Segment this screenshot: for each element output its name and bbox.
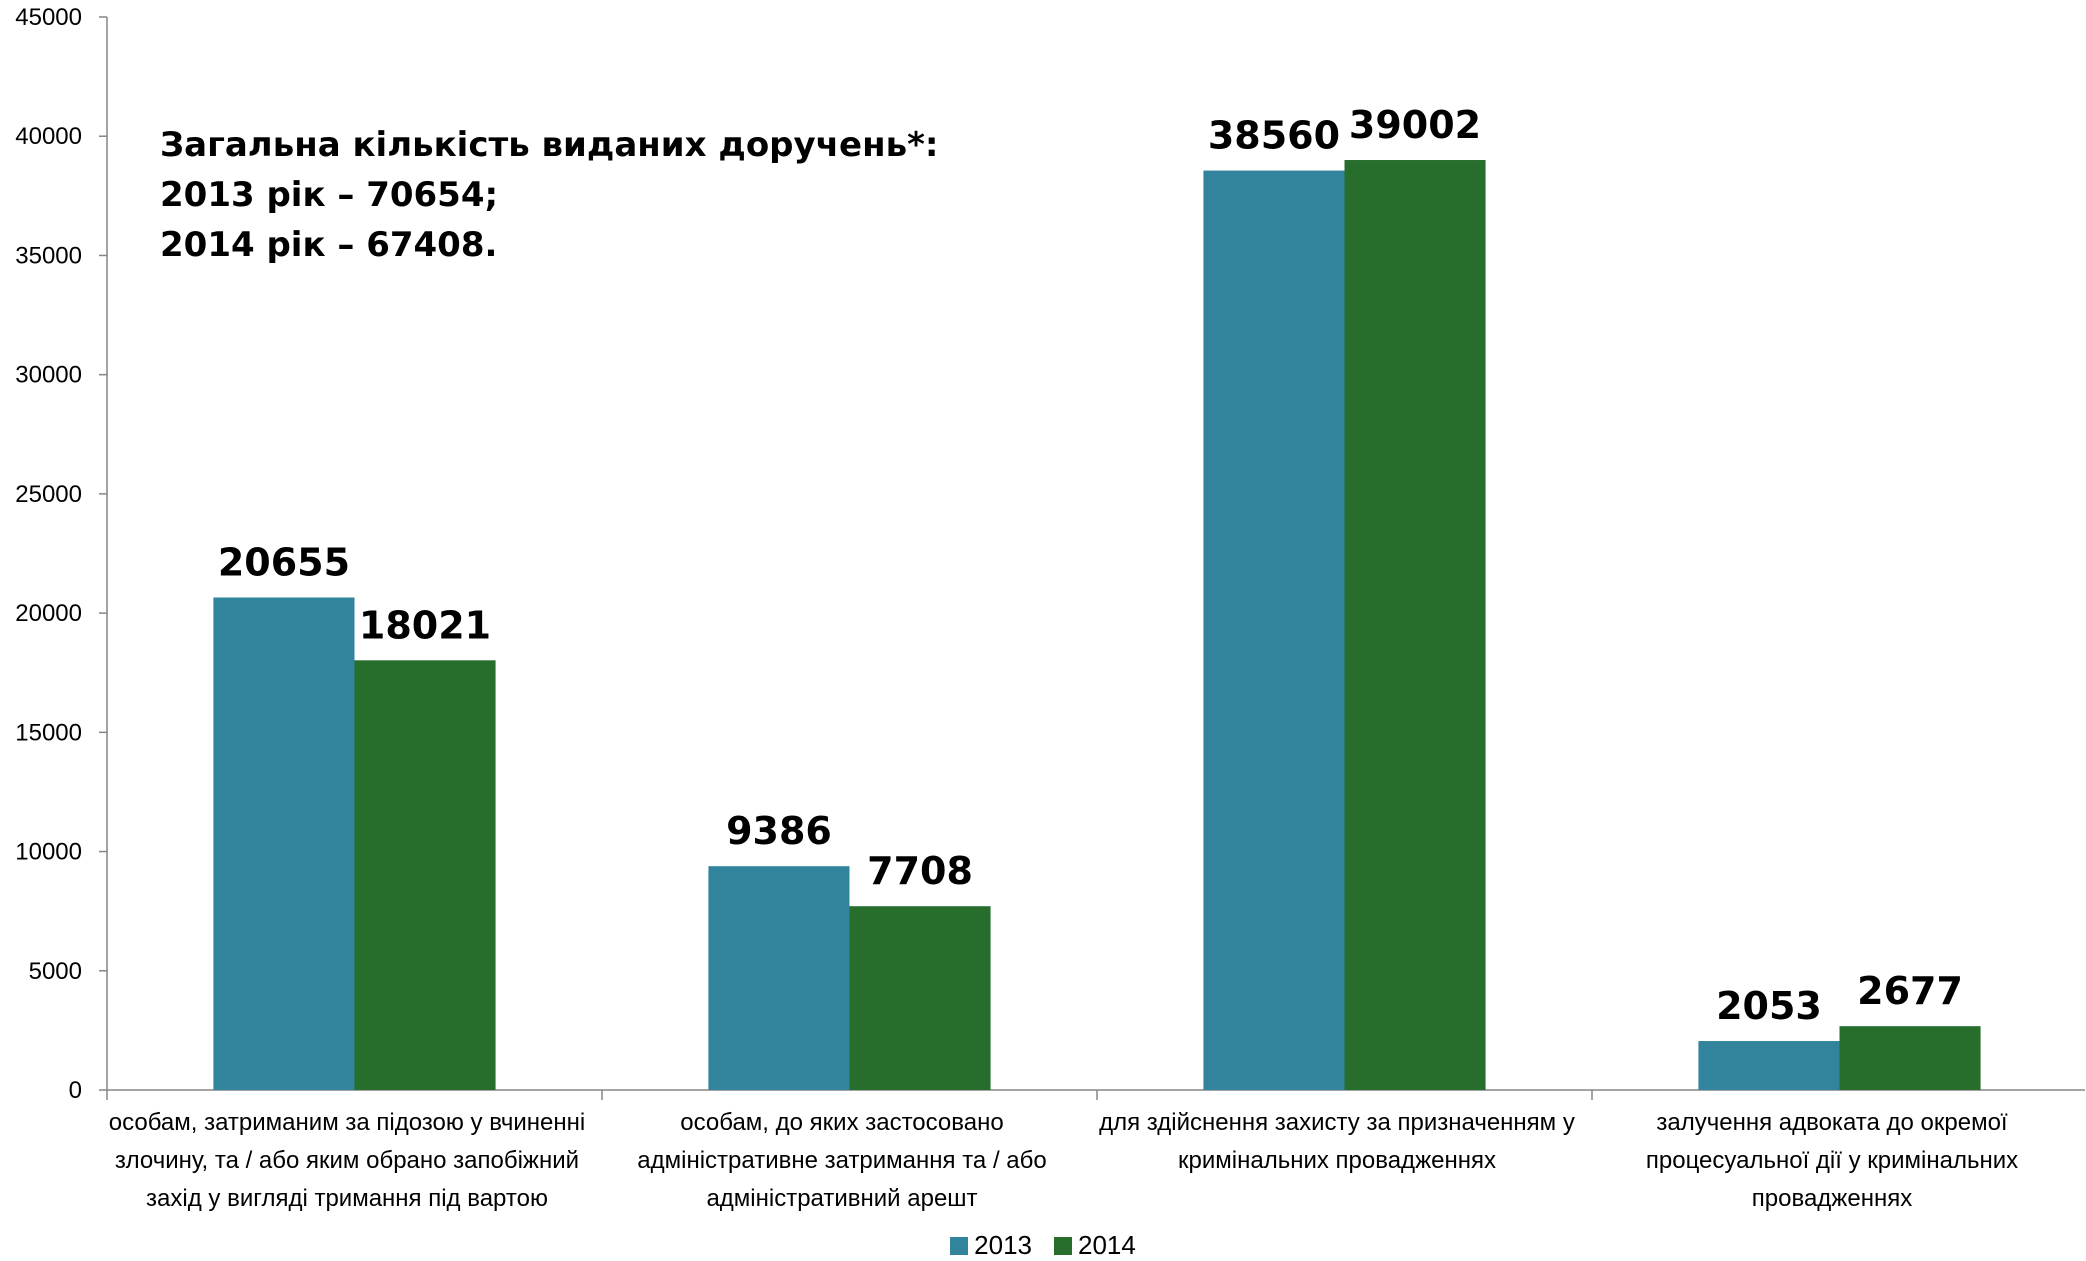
legend-item-2014: 2014 (1054, 1230, 1136, 1261)
data-label-2013-1: 20655 (218, 540, 350, 584)
category-label-4: залучення адвоката до окремої процесуаль… (1645, 1109, 2019, 1212)
bar-2014-1 (354, 660, 496, 1090)
legend-label-2013: 2013 (974, 1230, 1032, 1260)
data-label-2013-2: 9386 (726, 809, 832, 853)
data-label-2013-3: 38560 (1208, 114, 1340, 158)
bar-2013-4 (1698, 1041, 1840, 1090)
legend-swatch-2013 (950, 1236, 969, 1255)
data-label-2013-4: 2053 (1716, 984, 1822, 1028)
data-labels: 20655 9386 38560 2053 18021 7708 39002 2677 (218, 103, 1963, 1028)
y-tick-label: 45000 (15, 4, 82, 31)
y-tick-label: 30000 (15, 362, 82, 389)
legend: 2013 2014 (0, 1230, 2086, 1261)
bars (213, 160, 1981, 1090)
y-tick-label: 15000 (15, 719, 82, 746)
axes: 0 5000 10000 15000 20000 25000 30000 35000 40000… (15, 4, 2085, 1104)
total-annotation: Загальна кількість виданих доручень*: 20… (160, 120, 938, 270)
bar-2014-4 (1839, 1026, 1981, 1090)
annotation-line-3: 2014 рік – 67408. (160, 225, 498, 265)
legend-swatch-2014 (1054, 1236, 1072, 1255)
bar-2014-3 (1344, 160, 1486, 1090)
data-label-2014-2: 7708 (867, 849, 973, 893)
category-label-1: особам, затриманим за підозою у вчиненні… (108, 1109, 586, 1212)
annotation-line-2: 2013 рік – 70654; (160, 175, 499, 215)
y-tick-label: 5000 (29, 958, 82, 985)
legend-label-2014: 2014 (1078, 1230, 1136, 1260)
y-tick-label: 35000 (15, 242, 82, 269)
legend-item-2013: 2013 (950, 1230, 1032, 1261)
y-tick-label: 0 (69, 1077, 82, 1104)
y-tick-label: 20000 (15, 600, 82, 627)
category-label-3: для здійснення захисту за призначенням у… (1099, 1109, 1575, 1174)
bar-2013-3 (1203, 170, 1345, 1090)
bar-2014-2 (849, 906, 991, 1090)
data-label-2014-3: 39002 (1349, 103, 1481, 147)
bar-2013-2 (708, 866, 850, 1090)
bar-2013-1 (213, 597, 355, 1090)
y-tick-label: 25000 (15, 481, 82, 508)
category-label-2: особам, до яких застосовано адміністрати… (637, 1109, 1047, 1212)
y-tick-label: 40000 (15, 123, 82, 150)
annotation-line-1: Загальна кількість виданих доручень*: (160, 125, 939, 165)
y-tick-label: 10000 (15, 839, 82, 866)
data-label-2014-1: 18021 (359, 603, 491, 647)
data-label-2014-4: 2677 (1857, 969, 1963, 1013)
